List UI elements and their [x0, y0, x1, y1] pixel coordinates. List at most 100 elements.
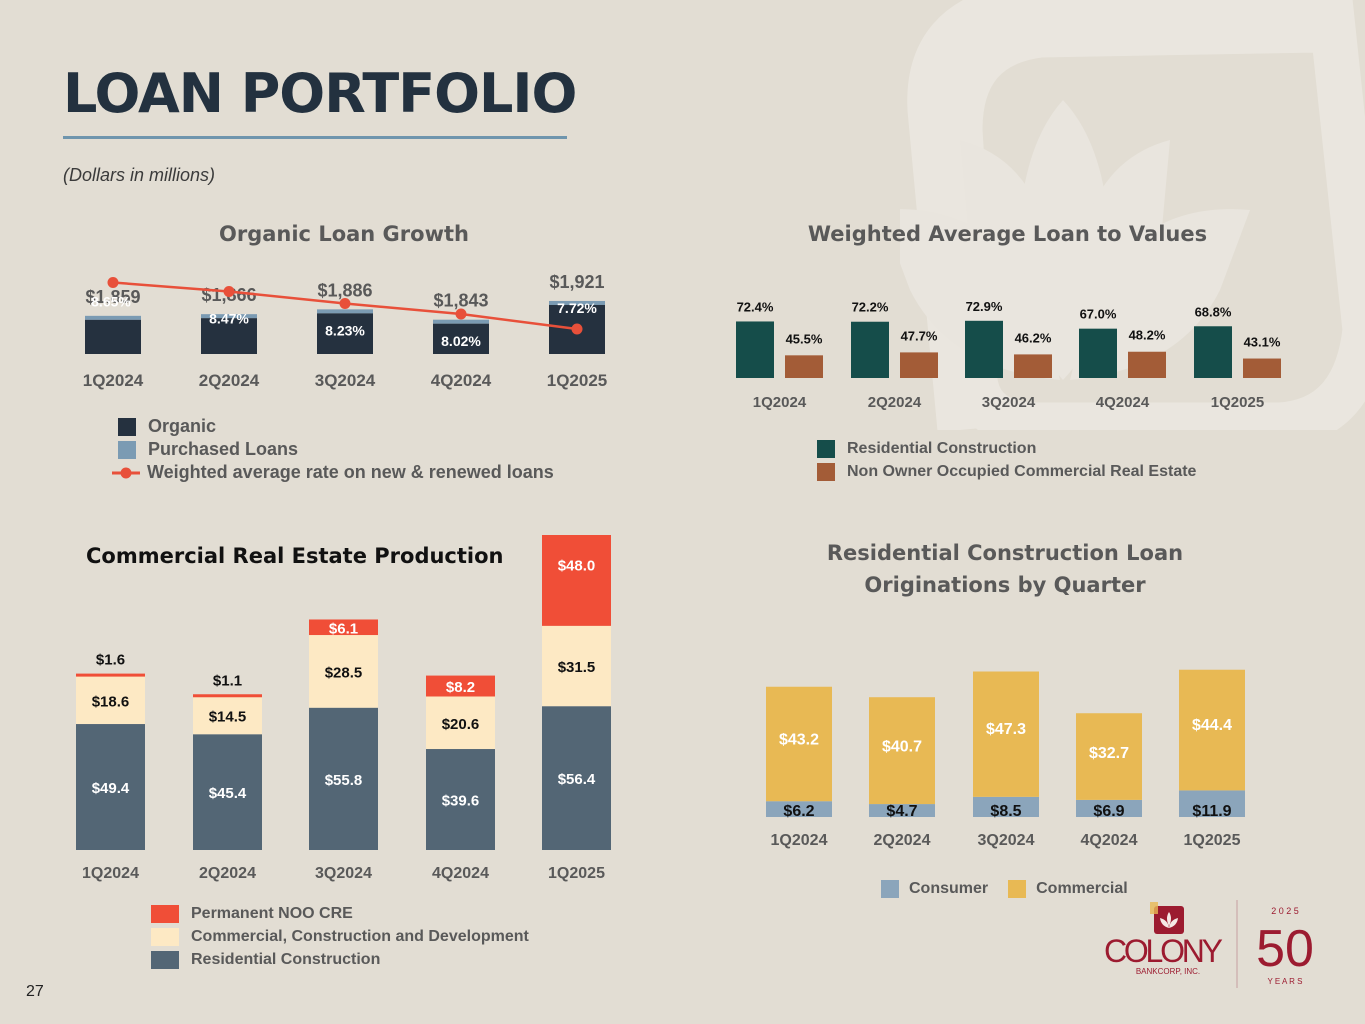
- noo-cre-ltv-label: 47.7%: [901, 328, 938, 343]
- category-label: 2Q2024: [874, 832, 931, 849]
- purchased-swatch: [118, 440, 136, 459]
- ltv-chart-title: Weighted Average Loan to Values: [807, 222, 1208, 246]
- legend-item-res-construction: Residential Construction: [817, 437, 1196, 460]
- ccd-label: $14.5: [209, 709, 247, 726]
- ccd-segment: [193, 697, 262, 735]
- consumer-segment: [973, 796, 1039, 817]
- rate-label: 8.02%: [441, 333, 481, 349]
- category-label: 1Q2024: [753, 394, 807, 411]
- res-originations-title-line-2: Originations by Quarter: [864, 573, 1146, 597]
- category-label: 1Q2025: [548, 865, 605, 882]
- rate-label: 7.72%: [557, 300, 597, 316]
- noo-cre-ltv-label: 48.2%: [1129, 328, 1166, 343]
- commercial-label: $40.7: [882, 738, 922, 755]
- noo-cre-ltv-label: 45.5%: [786, 331, 823, 346]
- ccd-swatch: [151, 927, 179, 946]
- category-label: 4Q2024: [1096, 394, 1150, 411]
- noo-cre-ltv-label: 46.2%: [1015, 330, 1052, 345]
- legend-item-consumer: Consumer: [881, 877, 988, 900]
- consumer-label: $11.9: [1192, 803, 1231, 820]
- permanent-noo-cre-segment: [193, 694, 262, 698]
- permanent-noo-cre-segment: [426, 675, 495, 697]
- commercial-label: $47.3: [986, 721, 1026, 738]
- rate-point: [571, 323, 583, 335]
- consumer-label: $6.2: [783, 803, 814, 820]
- noo-cre-ltv-bar: [785, 355, 823, 378]
- logo-tagline: BANKCORP, INC.: [1136, 967, 1200, 976]
- category-label: 3Q2024: [315, 371, 376, 390]
- page-number: 27: [26, 983, 44, 1000]
- category-label: 1Q2024: [771, 832, 828, 849]
- noo-cre-ltv-bar: [900, 352, 938, 378]
- total-label: $1,859: [85, 287, 140, 307]
- ccd-segment: [76, 676, 145, 725]
- ccd-label: $18.6: [92, 693, 130, 710]
- legend-item-purchased: Purchased Loans: [112, 438, 554, 461]
- res-construction-segment: [542, 706, 611, 850]
- permanent-noo-cre-label: $1.6: [96, 652, 125, 669]
- noo-cre-swatch: [817, 462, 835, 481]
- legend-item-res-construction: Residential Construction: [151, 948, 529, 971]
- cre-production-legend: Permanent NOO CRE Commercial, Constructi…: [151, 902, 529, 971]
- legend-label: Residential Construction: [847, 439, 1037, 457]
- rate-point: [339, 298, 351, 309]
- res-construction-ltv-label: 67.0%: [1080, 307, 1117, 322]
- permanent-noo-cre-label: $6.1: [329, 620, 358, 637]
- ltv-legend: Residential Construction Non Owner Occup…: [817, 437, 1196, 483]
- rate-point: [223, 286, 235, 297]
- noo-cre-ltv-bar: [1014, 354, 1052, 378]
- category-label: 1Q2025: [1184, 832, 1241, 849]
- legend-item-noo-cre: Non Owner Occupied Commercial Real Estat…: [817, 460, 1196, 483]
- colony-bankcorp-logo: COLONY BANKCORP, INC. 2 0 2 5 50 Y E A R…: [1104, 900, 1314, 988]
- permanent-noo-cre-segment: [309, 619, 378, 636]
- permanent-noo-cre-label: $48.0: [558, 558, 596, 575]
- res-construction-segment: [76, 724, 145, 850]
- consumer-segment: [1076, 799, 1142, 817]
- category-label: 4Q2024: [431, 371, 492, 390]
- purchased-loans-bar: [549, 300, 605, 305]
- res-construction-label: $49.4: [92, 780, 130, 797]
- category-label: 3Q2024: [978, 832, 1035, 849]
- legend-label: Organic: [148, 416, 217, 436]
- commercial-segment: [1076, 713, 1142, 800]
- res-construction-swatch: [151, 950, 179, 969]
- res-construction-label: $45.4: [209, 785, 247, 802]
- res-construction-label: $55.8: [325, 772, 363, 789]
- res-construction-ltv-bar: [1194, 326, 1232, 378]
- res-construction-ltv-bar: [965, 320, 1003, 378]
- res-originations-legend: Consumer Commercial: [881, 877, 1128, 900]
- total-label: $1,886: [317, 280, 372, 300]
- commercial-segment: [869, 697, 935, 805]
- permanent-noo-cre-segment: [542, 535, 611, 626]
- purchased-loans-bar: [433, 319, 489, 324]
- res-originations-title-line-1: Residential Construction Loan: [826, 541, 1184, 565]
- res-originations-title: Residential Construction Loan Originatio…: [750, 537, 1260, 601]
- consumer-label: $6.9: [1093, 803, 1124, 820]
- legend-label: Consumer: [909, 879, 989, 897]
- consumer-label: $8.5: [990, 803, 1021, 820]
- page-title: LOAN PORTFOLIO: [63, 62, 577, 125]
- organic-bar: [201, 318, 257, 354]
- consumer-segment: [869, 804, 935, 817]
- permanent-noo-cre-label: $8.2: [446, 679, 475, 696]
- ccd-segment: [426, 696, 495, 750]
- cre-production-chart: $49.4 $18.6 $1.6 1Q2024 $45.4 $14.5 $1.1 2Q2024…: [76, 535, 611, 882]
- res-construction-ltv-label: 68.8%: [1195, 304, 1232, 319]
- legend-label: Commercial, Construction and Development: [191, 927, 529, 945]
- res-construction-ltv-label: 72.2%: [852, 300, 889, 315]
- anniversary-word: Y E A R S: [1268, 977, 1303, 986]
- legend-label: Non Owner Occupied Commercial Real Estat…: [847, 462, 1197, 480]
- consumer-segment: [766, 801, 832, 817]
- ccd-label: $28.5: [325, 664, 363, 681]
- res-construction-ltv-bar: [851, 321, 889, 378]
- organic-loan-growth-legend: Organic Purchased Loans Weighted average…: [112, 415, 554, 484]
- res-construction-swatch: [817, 439, 835, 458]
- line-marker-icon: [112, 467, 140, 478]
- page-subtitle: (Dollars in millions): [63, 165, 216, 185]
- legend-label: Permanent NOO CRE: [191, 904, 353, 922]
- noo-cre-ltv-bar: [1128, 351, 1166, 378]
- organic-bar: [85, 319, 141, 354]
- res-construction-ltv-bar: [1079, 328, 1117, 378]
- category-label: 2Q2024: [199, 865, 256, 882]
- organic-loan-growth-title: Organic Loan Growth: [219, 222, 469, 246]
